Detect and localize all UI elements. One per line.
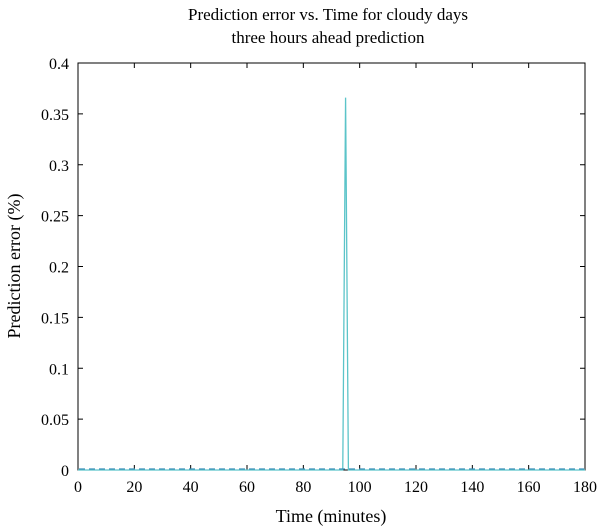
y-tick-label: 0.35 <box>41 107 69 124</box>
y-tick-label: 0.2 <box>49 260 69 277</box>
chart-subtitle: three hours ahead prediction <box>231 28 425 47</box>
y-tick-label: 0.15 <box>41 310 69 327</box>
x-axis-label: Time (minutes) <box>276 506 387 527</box>
chart-title: Prediction error vs. Time for cloudy day… <box>188 5 468 24</box>
x-tick-label: 140 <box>460 479 484 496</box>
series-layer <box>78 97 585 471</box>
x-tick-label: 160 <box>517 479 541 496</box>
series-line <box>78 97 585 471</box>
x-tick-label: 20 <box>126 479 142 496</box>
x-tick-label: 120 <box>404 479 428 496</box>
y-tick-label: 0.05 <box>41 412 69 429</box>
y-tick-label: 0.1 <box>49 361 69 378</box>
x-tick-label: 100 <box>348 479 372 496</box>
y-tick-label: 0 <box>61 463 69 480</box>
plot-frame <box>77 62 586 471</box>
x-tick-label: 40 <box>183 479 199 496</box>
x-tick-label: 0 <box>74 479 82 496</box>
y-axis: 0 0.05 0.1 0.15 0.2 0.25 0.3 0.35 0.4 <box>41 56 585 480</box>
x-tick-label: 60 <box>239 479 255 496</box>
x-axis: 0 20 40 60 80 100 120 140 160 180 <box>74 63 597 496</box>
y-tick-label: 0.4 <box>49 56 69 73</box>
y-tick-label: 0.3 <box>49 158 69 175</box>
x-tick-label: 180 <box>573 479 597 496</box>
x-tick-label: 80 <box>295 479 311 496</box>
y-tick-label: 0.25 <box>41 209 69 226</box>
y-axis-label: Prediction error (%) <box>4 194 25 339</box>
